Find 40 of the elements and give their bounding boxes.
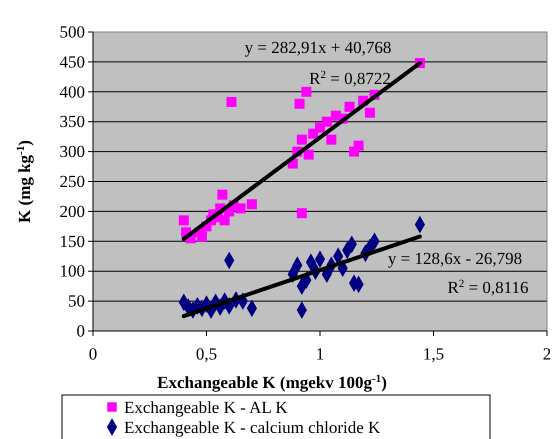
- annotation: y = 128,6x - 26,798: [388, 249, 522, 268]
- y-tick-label: 350: [60, 112, 85, 132]
- point: [304, 150, 314, 160]
- point: [246, 199, 257, 210]
- point: [196, 232, 207, 242]
- annotation: R$^{2}$ = 0,8722: [309, 69, 391, 88]
- x-tick-label: 1,5: [422, 344, 444, 364]
- y-tick-label: 500: [60, 22, 85, 42]
- point: [294, 98, 305, 109]
- point: [296, 208, 307, 218]
- y-tick-label: 150: [60, 232, 85, 251]
- point: [344, 102, 355, 112]
- y-tick-label: 450: [60, 52, 85, 72]
- x-axis-title: Exchangeable K (mgekv 100g$^{-1}$): [157, 373, 387, 392]
- point: [217, 190, 228, 200]
- point: [326, 134, 336, 145]
- x-tick-label: 0: [88, 344, 98, 364]
- y-tick-label: 200: [60, 202, 85, 221]
- legend-label: Exchangeable K - AL K: [124, 398, 288, 417]
- point: [178, 215, 189, 226]
- point: [236, 203, 246, 214]
- point: [354, 140, 364, 151]
- y-tick-label: 100: [60, 262, 85, 281]
- point: [301, 86, 312, 97]
- y-tick-label: 50: [68, 292, 85, 311]
- annotation: y = 282,91x + 40,768: [244, 38, 392, 57]
- x-tick-label: 0,5: [196, 344, 218, 364]
- point: [322, 116, 332, 127]
- legend-label: Exchangeable K - calcium chloride K: [124, 418, 382, 437]
- point: [220, 215, 230, 226]
- x-tick-label: 1: [316, 344, 324, 364]
- y-tick-label: 0: [76, 321, 85, 340]
- point: [364, 108, 375, 118]
- y-tick-label: 400: [60, 82, 85, 102]
- annotation: R$^{2}$ = 0,8116: [447, 278, 529, 297]
- y-tick-label: 300: [60, 142, 85, 162]
- point: [226, 96, 236, 107]
- point: [296, 134, 307, 145]
- y-tick-label: 250: [60, 172, 85, 191]
- x-tick-label: 2: [542, 344, 552, 364]
